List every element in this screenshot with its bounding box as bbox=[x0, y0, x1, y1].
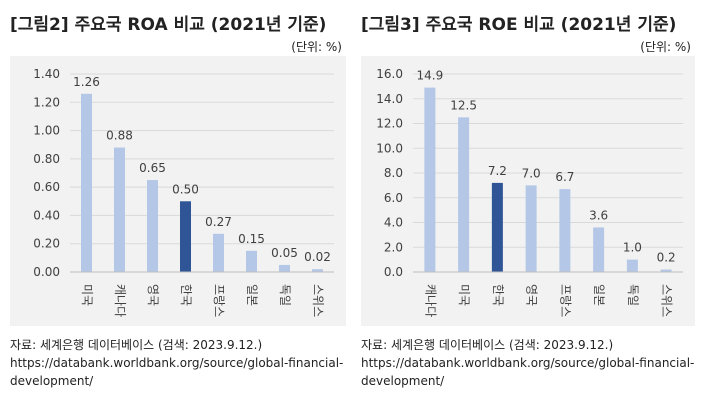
roa-source-url: https://databank.worldbank.org/source/gl… bbox=[10, 356, 344, 388]
roa-category-label: 영국 bbox=[146, 284, 160, 306]
roa-category-label: 독일 bbox=[278, 284, 292, 306]
roe-y-tick-label: 14.0 bbox=[376, 92, 403, 106]
roa-bar bbox=[312, 269, 323, 272]
roa-category-label: 프랑스 bbox=[212, 284, 226, 317]
roe-category-label: 미국 bbox=[457, 284, 471, 306]
roa-category-label: 한국 bbox=[179, 284, 193, 306]
roa-bar bbox=[147, 180, 158, 272]
roe-data-label: 12.5 bbox=[450, 98, 477, 112]
roa-y-tick-label: 0.40 bbox=[33, 208, 60, 222]
roa-chart-title: [그림2] 주요국 ROA 비교 (2021년 기준) bbox=[10, 15, 327, 35]
roa-data-label: 0.50 bbox=[172, 182, 199, 196]
roe-bar bbox=[491, 182, 503, 272]
roe-chart-title: [그림3] 주요국 ROE 비교 (2021년 기준) bbox=[361, 15, 677, 35]
roe-data-label: 7.2 bbox=[488, 164, 507, 178]
roa-category-label: 일본 bbox=[245, 284, 259, 306]
roa-source: 자료: 세계은행 데이터베이스 (검색: 2023.9.12.) https:/… bbox=[10, 336, 346, 390]
roe-y-tick-label: 12.0 bbox=[376, 117, 403, 131]
roe-bar bbox=[559, 189, 571, 272]
roe-bar bbox=[626, 259, 638, 272]
roa-y-tick-label: 1.40 bbox=[33, 67, 60, 81]
roe-category-label: 캐나다 bbox=[423, 284, 437, 317]
roa-y-tick-label: 0.60 bbox=[33, 180, 60, 194]
roe-y-tick-label: 0.0 bbox=[384, 265, 403, 279]
roa-bar bbox=[279, 264, 290, 272]
roa-bar bbox=[213, 233, 224, 272]
roa-source-label: 자료: 세계은행 데이터베이스 (검색: 2023.9.12.) bbox=[10, 338, 263, 352]
roe-bar-chart: 0.0 2.0 4.0 6.0 8.0 10.0 12.0 14.0 16.0 14.9 캐나다 12… bbox=[376, 67, 683, 317]
roe-category-label: 스위스 bbox=[660, 284, 674, 317]
roe-data-label: 6.7 bbox=[555, 170, 574, 184]
roe-data-label: 0.2 bbox=[657, 251, 676, 265]
roe-category-label: 일본 bbox=[592, 284, 606, 306]
roa-data-label: 0.15 bbox=[238, 232, 265, 246]
roa-data-label: 1.26 bbox=[73, 75, 100, 89]
roe-data-label: 14.9 bbox=[417, 69, 444, 83]
roa-y-tick-label: 0.80 bbox=[33, 152, 60, 166]
roe-y-tick-label: 8.0 bbox=[384, 166, 403, 180]
roa-bar bbox=[114, 147, 125, 272]
roe-data-label: 7.0 bbox=[522, 166, 541, 180]
roa-data-label: 0.65 bbox=[139, 161, 166, 175]
roa-y-tick-label: 1.00 bbox=[33, 124, 60, 138]
roa-data-label: 0.88 bbox=[106, 129, 133, 143]
roa-unit-label: (단위: %) bbox=[291, 40, 342, 54]
roe-data-label: 1.0 bbox=[623, 241, 642, 255]
roe-bar bbox=[593, 227, 605, 272]
roe-category-label: 영국 bbox=[525, 284, 539, 306]
roa-bar-chart: 0.00 0.20 0.40 0.60 0.80 1.00 1.20 1.40 1.26 미국 0.… bbox=[33, 67, 334, 317]
roa-data-label: 0.05 bbox=[271, 246, 298, 260]
roe-source-url: https://databank.worldbank.org/source/gl… bbox=[361, 356, 695, 388]
roa-data-label: 0.27 bbox=[205, 215, 232, 229]
roe-y-tick-label: 6.0 bbox=[384, 191, 403, 205]
roa-bar bbox=[180, 201, 191, 272]
roe-chart-area: 0.0 2.0 4.0 6.0 8.0 10.0 12.0 14.0 16.0 14.9 캐나다 12… bbox=[361, 56, 695, 326]
roe-y-tick-label: 16.0 bbox=[376, 67, 403, 81]
roe-category-label: 프랑스 bbox=[558, 284, 572, 317]
roe-y-tick-label: 4.0 bbox=[384, 216, 403, 230]
roe-source-label: 자료: 세계은행 데이터베이스 (검색: 2023.9.12.) bbox=[361, 338, 614, 352]
roe-category-label: 독일 bbox=[626, 284, 640, 306]
roe-bar bbox=[660, 269, 672, 272]
roe-data-label: 3.6 bbox=[589, 208, 608, 222]
roe-bar bbox=[458, 117, 470, 272]
roe-y-tick-label: 2.0 bbox=[384, 240, 403, 254]
roa-y-tick-label: 0.00 bbox=[33, 265, 60, 279]
roe-source: 자료: 세계은행 데이터베이스 (검색: 2023.9.12.) https:/… bbox=[361, 336, 695, 390]
roe-category-label: 한국 bbox=[491, 284, 505, 306]
roa-y-tick-label: 1.20 bbox=[33, 95, 60, 109]
roa-bar bbox=[81, 93, 92, 272]
roe-bar bbox=[525, 185, 537, 272]
roe-bar bbox=[424, 87, 436, 272]
roe-unit-label: (단위: %) bbox=[640, 40, 691, 54]
roa-category-label: 캐나다 bbox=[113, 284, 127, 317]
roa-category-label: 미국 bbox=[80, 284, 94, 306]
roe-y-tick-label: 10.0 bbox=[376, 141, 403, 155]
roa-data-label: 0.02 bbox=[304, 250, 331, 264]
roa-category-label: 스위스 bbox=[311, 284, 325, 317]
roa-chart-area: 0.00 0.20 0.40 0.60 0.80 1.00 1.20 1.40 1.26 미국 0.… bbox=[10, 56, 346, 326]
roa-y-tick-label: 0.20 bbox=[33, 237, 60, 251]
roa-bar bbox=[246, 250, 257, 272]
